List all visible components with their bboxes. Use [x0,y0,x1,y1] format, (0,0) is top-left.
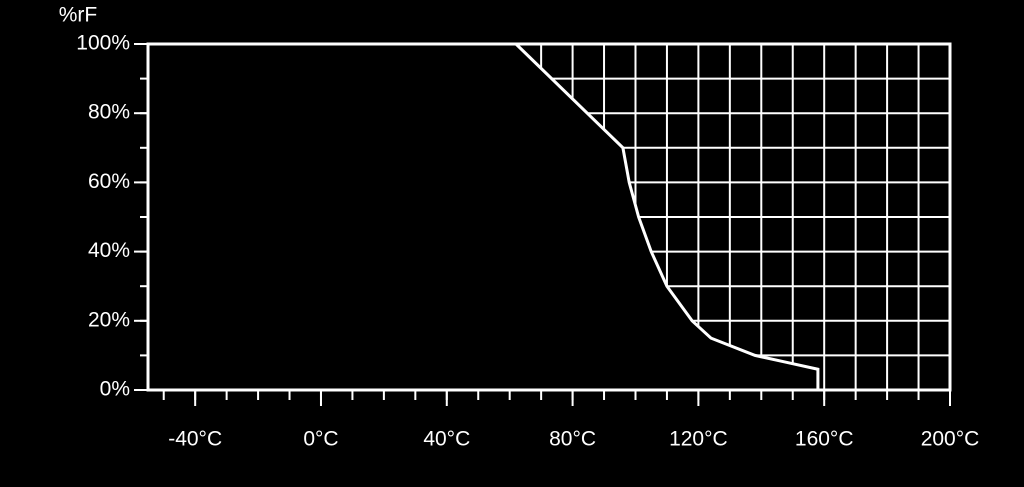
x-tick-label: 120°C [669,428,728,451]
x-tick-label: 0°C [303,428,338,451]
y-tick-label: 60% [88,170,130,193]
x-tick-label: 80°C [549,428,596,451]
x-tick-label: -40°C [168,428,222,451]
y-tick-label: 20% [88,308,130,331]
boundary-line [514,42,820,390]
y-tick-label: 80% [88,101,130,124]
y-tick-label: 100% [76,32,130,55]
x-tick-label: 200°C [921,428,980,451]
x-tick-label: 160°C [795,428,854,451]
y-tick-label: 0% [100,378,130,401]
x-tick-label: 40°C [423,428,470,451]
y-tick-label: 40% [88,239,130,262]
y-axis-title: %rF [59,4,98,27]
